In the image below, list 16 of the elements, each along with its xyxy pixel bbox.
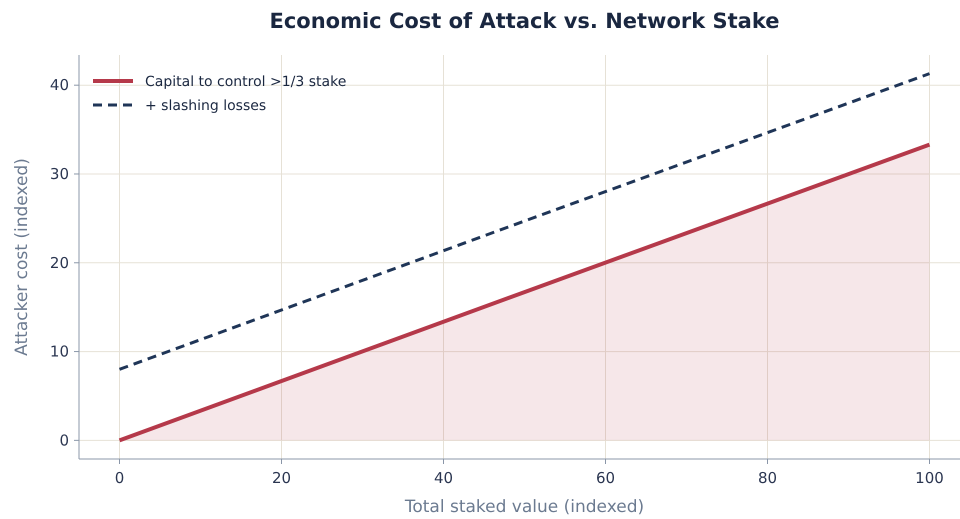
x-tick-label: 40 xyxy=(434,469,454,487)
y-tick-label: 40 xyxy=(50,76,69,94)
x-tick-label: 100 xyxy=(915,469,944,487)
x-tick-label: 0 xyxy=(114,469,124,487)
legend-label: + slashing losses xyxy=(145,98,266,114)
chart-title: Economic Cost of Attack vs. Network Stake xyxy=(270,9,780,33)
y-tick-label: 20 xyxy=(50,254,69,272)
x-axis-title: Total staked value (indexed) xyxy=(404,497,644,517)
legend-label: Capital to control >1/3 stake xyxy=(145,74,346,90)
x-tick-label: 20 xyxy=(272,469,292,487)
y-tick-label: 10 xyxy=(50,342,69,361)
y-tick-label: 30 xyxy=(50,164,69,183)
y-tick-label: 0 xyxy=(59,431,69,450)
x-tick-label: 80 xyxy=(758,469,778,487)
y-axis-title: Attacker cost (indexed) xyxy=(12,158,32,356)
x-tick-label: 60 xyxy=(596,469,616,487)
